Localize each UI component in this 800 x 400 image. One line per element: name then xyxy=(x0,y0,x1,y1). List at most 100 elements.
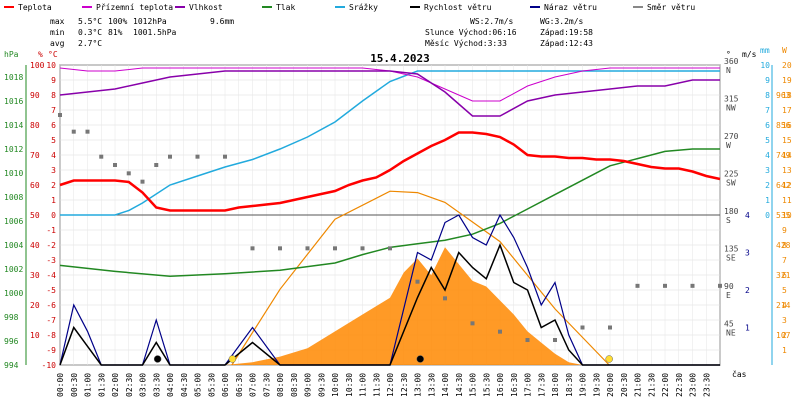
time-tick: 07:00 xyxy=(249,373,258,397)
pct-tick: 30 xyxy=(30,271,40,280)
w-tick: 3 xyxy=(782,316,787,325)
w-tick: 12 xyxy=(782,181,792,190)
wind-direction-point xyxy=(553,338,557,342)
pct-tick: 70 xyxy=(30,151,40,160)
w-tick: 14 xyxy=(782,151,792,160)
wind-gust-avg: WG:3.2m/s xyxy=(540,17,584,26)
degc-tick: 7 xyxy=(51,106,56,115)
time-tick: 15:30 xyxy=(482,373,491,397)
wind-direction-point xyxy=(415,279,420,284)
stat-label: min xyxy=(50,28,65,37)
wind-direction-point xyxy=(223,154,227,159)
solar-tick: 963 xyxy=(776,91,791,100)
solar-radiation-area xyxy=(225,247,583,365)
dir-tick: 135 xyxy=(724,245,739,254)
dir-cardinal: SE xyxy=(726,254,736,263)
dir-tick: 315 xyxy=(724,95,739,104)
dir-cardinal: N xyxy=(726,66,731,75)
wind-direction-point xyxy=(126,171,131,176)
solar-tick: 535 xyxy=(776,211,791,220)
wind-direction-point xyxy=(663,283,667,288)
dir-cardinal: NE xyxy=(726,329,736,338)
wind-speed-avg: WS:2.7m/s xyxy=(470,17,514,26)
sunset: Západ:19:58 xyxy=(540,28,593,37)
w-tick: 13 xyxy=(782,166,792,175)
time-tick: 04:00 xyxy=(166,373,175,397)
solar-tick: 749 xyxy=(776,151,791,160)
pct-tick: 60 xyxy=(30,181,40,190)
time-axis-label: čas xyxy=(732,369,747,379)
axis-hpa-label: hPa xyxy=(4,50,19,59)
sunrise: Slunce Východ:06:16 xyxy=(425,28,517,37)
stat-label: max xyxy=(50,17,65,26)
degc-tick: 4 xyxy=(51,151,56,160)
wind-direction-point xyxy=(305,246,310,251)
degc-tick: -1 xyxy=(46,226,56,235)
wind-direction-point xyxy=(470,321,475,326)
solar-tick: 856 xyxy=(776,121,791,130)
dir-tick: 180 xyxy=(724,207,739,216)
time-tick: 12:00 xyxy=(386,373,395,397)
wind-direction-point xyxy=(113,163,117,167)
mm-tick: 8 xyxy=(765,91,770,100)
pct-tick: 50 xyxy=(30,211,40,220)
wind-direction-point xyxy=(58,113,62,117)
dir-cardinal: NW xyxy=(726,104,736,113)
time-tick: 09:30 xyxy=(317,373,326,397)
degc-tick: -2 xyxy=(46,241,56,250)
ms-tick: 3 xyxy=(745,249,750,258)
mm-tick: 10 xyxy=(760,61,770,70)
series-ground-temp xyxy=(59,67,720,102)
mm-tick: 4 xyxy=(765,151,770,160)
dir-tick: 45 xyxy=(724,320,734,329)
solar-tick: 642 xyxy=(776,181,791,190)
degc-tick: -5 xyxy=(46,286,56,295)
mm-tick: 7 xyxy=(765,106,770,115)
series-precipitation xyxy=(60,70,720,216)
pct-tick: 40 xyxy=(30,241,40,250)
time-tick: 14:00 xyxy=(441,373,450,397)
hpa-tick: 994 xyxy=(4,361,19,370)
degc-tick: -4 xyxy=(46,271,56,280)
w-tick: 10 xyxy=(782,211,792,220)
time-tick: 13:00 xyxy=(414,373,423,397)
degc-tick: 1 xyxy=(51,196,56,205)
wind-direction-point xyxy=(140,179,145,184)
degc-tick: -9 xyxy=(46,346,56,355)
dir-cardinal: E xyxy=(726,291,731,300)
w-tick: 16 xyxy=(782,121,792,130)
time-tick: 22:00 xyxy=(661,373,670,397)
solar-tick: 214 xyxy=(776,301,791,310)
legend-label: Vlhkost xyxy=(189,3,223,12)
time-tick: 06:30 xyxy=(235,373,244,397)
wind-direction-point xyxy=(71,129,76,134)
astro-marker xyxy=(228,355,237,363)
w-tick: 4 xyxy=(782,301,787,310)
time-tick: 12:30 xyxy=(400,373,409,397)
ms-tick: 1 xyxy=(745,324,750,333)
dir-cardinal: W xyxy=(726,141,731,150)
degc-tick: 2 xyxy=(51,181,56,190)
stat-temp: 2.7°C xyxy=(78,39,102,48)
w-tick: 18 xyxy=(782,91,792,100)
solar-tick: 321 xyxy=(776,271,791,280)
time-tick: 15:00 xyxy=(469,373,478,397)
legend-label: Náraz větru xyxy=(544,3,597,12)
stat-pressure: 1001.5hPa xyxy=(133,28,177,37)
time-tick: 16:30 xyxy=(510,373,519,397)
stats-header: max 5.5°C 100% 1012hPa 9.6mm min 0.3°C 81% 1001.… xyxy=(50,17,593,48)
degc-tick: 6 xyxy=(51,121,56,130)
hpa-tick: 1012 xyxy=(4,145,23,154)
w-tick: 6 xyxy=(782,271,787,280)
time-tick: 01:00 xyxy=(84,373,93,397)
wind-direction-point xyxy=(443,296,447,301)
moonset: Západ:12:43 xyxy=(540,39,593,48)
hpa-tick: 1006 xyxy=(4,217,23,226)
wind-direction-point xyxy=(195,154,200,159)
wind-direction-point xyxy=(635,283,640,288)
w-tick: 9 xyxy=(782,226,787,235)
wind-direction-point xyxy=(333,246,337,251)
wind-direction-point xyxy=(718,283,722,288)
legend-label: Rychlost větru xyxy=(424,3,492,12)
